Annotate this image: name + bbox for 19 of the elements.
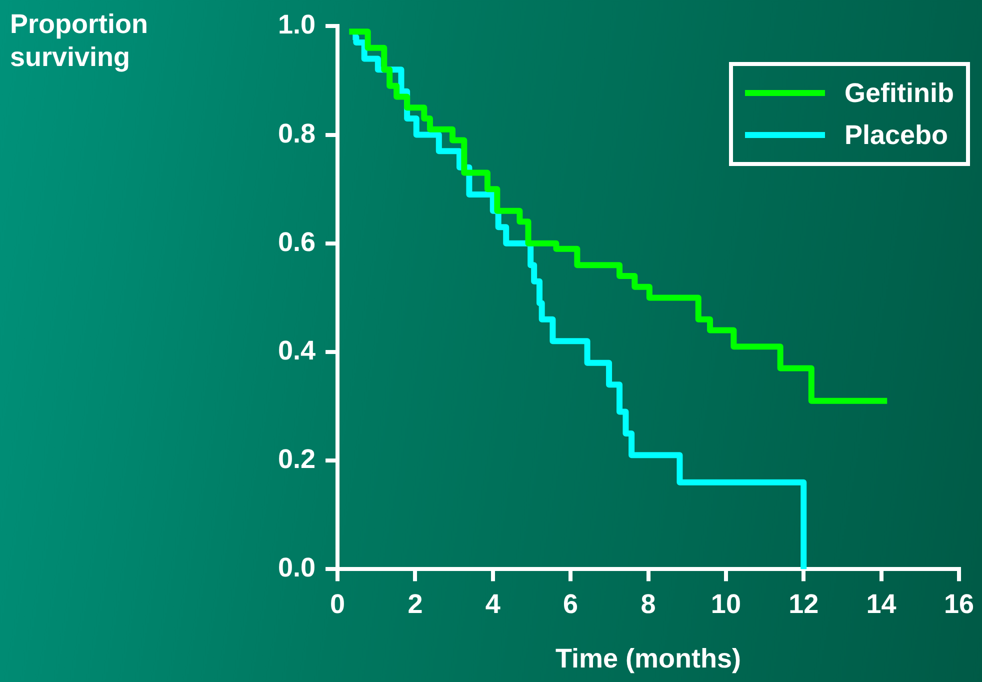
x-tick-label: 6 [563, 588, 578, 619]
y-axis-title: Proportion surviving [10, 8, 149, 74]
x-tick-label: 4 [485, 588, 500, 619]
x-tick-label: 12 [788, 588, 819, 619]
legend-label: Placebo [844, 120, 948, 150]
x-tick-label: 16 [944, 588, 974, 619]
x-axis-title: Time (months) [556, 643, 742, 674]
y-tick-label: 0.0 [278, 552, 316, 583]
y-tick-label: 1.0 [278, 10, 316, 40]
x-tick-label: 0 [330, 588, 346, 619]
y-tick-label: 0.4 [278, 335, 316, 366]
y-tick-label: 0.2 [278, 444, 316, 474]
x-tick-label: 2 [408, 588, 423, 619]
y-tick-label: 0.8 [278, 118, 316, 148]
x-tick-label: 14 [866, 588, 896, 619]
y-tick-label: 0.6 [278, 226, 316, 257]
legend-label: Gefitinib [844, 78, 954, 108]
x-tick-label: 8 [640, 588, 656, 619]
x-tick-label: 10 [710, 588, 741, 619]
